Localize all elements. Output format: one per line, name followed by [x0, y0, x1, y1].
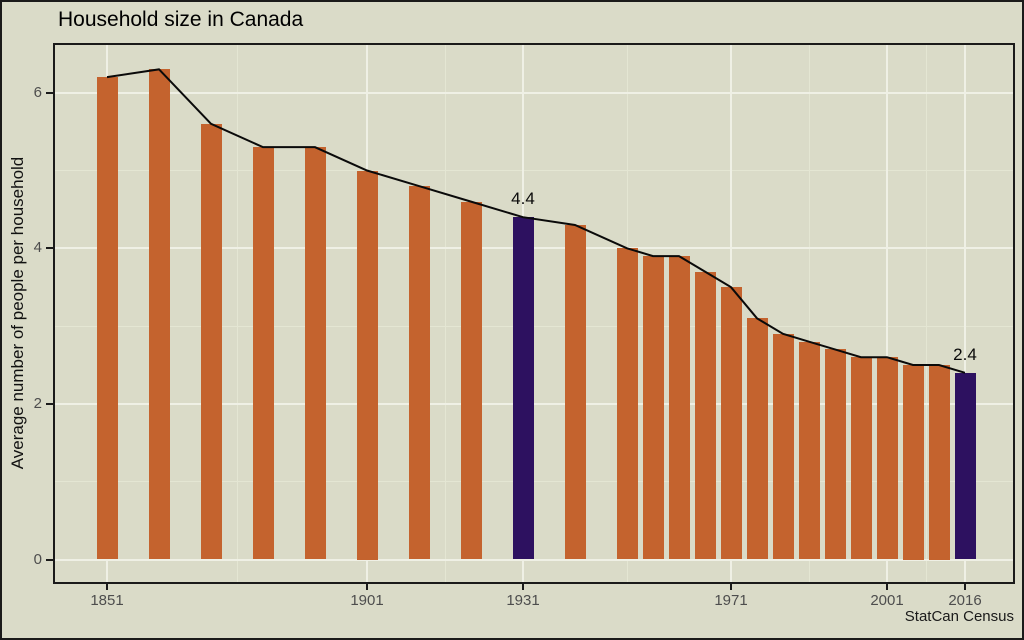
- bar-1986: [798, 341, 820, 560]
- bar-2016: [954, 372, 976, 560]
- y-axis-title: Average number of people per household: [8, 156, 27, 470]
- y-tick: [46, 91, 53, 94]
- gridline-minor-v: [236, 45, 238, 582]
- bar-1871: [200, 123, 222, 560]
- value-label-1931: 4.4: [511, 189, 535, 209]
- bar-1921: [460, 201, 482, 560]
- bar-1976: [746, 318, 768, 560]
- x-tick-label: 2001: [870, 592, 904, 609]
- bar-1951: [616, 248, 638, 560]
- bar-1861: [148, 69, 170, 560]
- bar-1901: [356, 170, 378, 560]
- bar-1996: [850, 357, 872, 560]
- bar-1941: [564, 224, 586, 560]
- gridline-major-v: [886, 45, 888, 582]
- y-tick: [46, 558, 53, 561]
- gridline-major-h: [55, 91, 1013, 94]
- gridline-major-h: [55, 247, 1013, 250]
- gridline-minor-h: [55, 325, 1013, 327]
- bar-1891: [304, 147, 326, 560]
- bar-1971: [720, 287, 742, 560]
- y-tick-label: 4: [33, 239, 42, 257]
- value-label-2016: 2.4: [953, 344, 977, 364]
- y-tick: [46, 402, 53, 405]
- bar-1961: [668, 256, 690, 560]
- x-tick-label: 1931: [506, 592, 540, 609]
- x-tick: [886, 584, 888, 590]
- y-tick-label: 2: [33, 394, 42, 412]
- y-tick: [46, 247, 53, 250]
- x-tick: [964, 584, 966, 590]
- chart-title: Household size in Canada: [58, 8, 304, 31]
- bar-2006: [902, 365, 924, 560]
- bar-1931: [512, 217, 534, 560]
- gridline-major-h: [55, 558, 1013, 561]
- gridline-minor-v: [444, 45, 446, 582]
- bar-1956: [642, 256, 664, 560]
- x-tick: [730, 584, 732, 590]
- plot-panel: 4.4 2.4: [53, 43, 1015, 584]
- gridline-major-h: [55, 402, 1013, 405]
- bar-1991: [824, 349, 846, 560]
- gridline-minor-h: [55, 481, 1013, 483]
- gridline-major-v: [964, 45, 966, 582]
- y-tick-label: 6: [33, 83, 42, 101]
- x-tick: [106, 584, 108, 590]
- x-tick-label: 1971: [714, 592, 748, 609]
- bar-1881: [252, 147, 274, 560]
- x-tick-label: 1901: [350, 592, 384, 609]
- bar-1966: [694, 271, 716, 560]
- x-tick: [522, 584, 524, 590]
- bar-1851: [96, 77, 118, 560]
- x-tick: [366, 584, 368, 590]
- y-tick-label: 0: [33, 550, 42, 568]
- trend-line: [106, 68, 966, 374]
- gridline-minor-v: [808, 45, 810, 582]
- gridline-minor-h: [55, 170, 1013, 171]
- bar-2001: [876, 357, 898, 560]
- chart-caption: StatCan Census: [904, 608, 1014, 625]
- bar-1981: [772, 333, 794, 560]
- x-tick-label: 2016: [948, 592, 982, 609]
- x-tick-label: 1851: [90, 592, 124, 609]
- bar-1911: [408, 186, 430, 560]
- bar-2011: [928, 365, 950, 560]
- gridline-minor-v: [925, 45, 927, 582]
